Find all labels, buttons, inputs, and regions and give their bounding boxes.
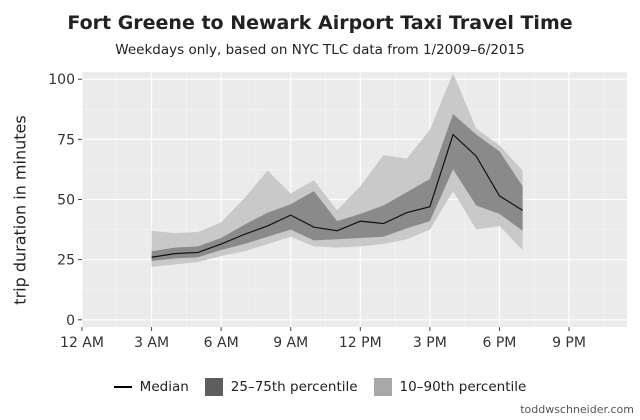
median-swatch xyxy=(113,386,132,388)
legend-item-p10-90: 10–90th percentile xyxy=(373,378,527,396)
x-tick-label: 3 PM xyxy=(413,335,447,351)
legend-label-iqr: 25–75th percentile xyxy=(230,379,358,395)
y-tick-label: 75 xyxy=(57,132,75,148)
x-tick-label: 9 AM xyxy=(273,335,308,351)
band-25-75 xyxy=(151,114,523,261)
x-tick-label: 3 AM xyxy=(134,335,169,351)
x-tick-label: 6 PM xyxy=(483,335,517,351)
x-tick-label: 12 AM xyxy=(60,335,104,351)
x-tick-label: 12 PM xyxy=(339,335,382,351)
y-tick-label: 25 xyxy=(57,253,75,269)
x-tick-label: 9 PM xyxy=(552,335,586,351)
credit-text: toddwschneider.com xyxy=(520,403,634,416)
y-tick-label: 100 xyxy=(48,72,75,88)
chart-title: Fort Greene to Newark Airport Taxi Trave… xyxy=(67,12,573,34)
p10-90-swatch xyxy=(373,378,392,396)
iqr-swatch xyxy=(204,378,223,396)
chart-subtitle: Weekdays only, based on NYC TLC data fro… xyxy=(115,42,525,58)
legend-item-iqr: 25–75th percentile xyxy=(204,378,358,396)
legend-label-median: Median xyxy=(139,379,189,395)
y-tick-label: 0 xyxy=(66,313,75,329)
y-tick-label: 50 xyxy=(57,193,75,209)
legend-item-median: Median xyxy=(113,379,189,395)
legend-label-p10-90: 10–90th percentile xyxy=(399,379,527,395)
legend: Median 25–75th percentile 10–90th percen… xyxy=(0,378,640,396)
median-line xyxy=(151,133,523,258)
x-tick-label: 6 AM xyxy=(204,335,239,351)
